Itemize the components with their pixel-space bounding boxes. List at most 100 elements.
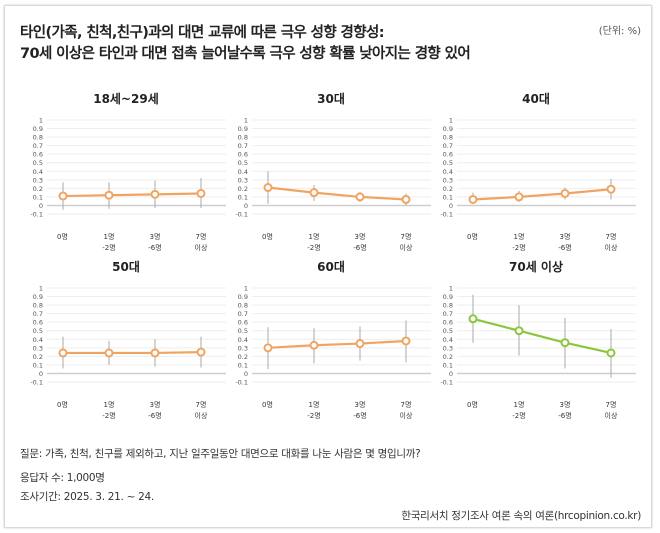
x-tick-label: 이상 [400, 411, 413, 420]
title-line-2: 70세 이상은 타인과 대면 접촉 늘어날수록 극우 성향 확률 낮아지는 경향… [20, 46, 471, 62]
x-tick-label: 7명 [401, 232, 412, 241]
y-tick-label: 0.6 [443, 151, 453, 159]
chart-panel: 30대 1 0.9 0.8 0.7 0.6 0.5 0.4 0.3 0.2 0.1 0 -0.1 0명 1명… [226, 87, 436, 257]
x-tick-label: -2명 [307, 411, 320, 420]
y-tick-label: 0.8 [33, 302, 43, 310]
y-tick-label: 0.6 [238, 151, 248, 159]
x-tick-label: 0명 [262, 232, 273, 241]
respondents-note: 응답자 수: 1,000명 [20, 472, 105, 484]
x-tick-label: 3명 [355, 232, 366, 241]
title-line-1: 타인(가족, 친척,친구)과의 대면 교류에 따른 극우 성향 경향성: [20, 25, 385, 41]
y-tick-label: 0.8 [443, 302, 453, 310]
y-tick-label: -0.1 [440, 379, 453, 387]
data-point [514, 192, 524, 202]
chart-svg: 30대 10.90.80.70.60.50.40.30.20.10-0.1 0명 1명… [235, 92, 431, 252]
x-tick-label: 7명 [606, 232, 617, 241]
y-tick-label: 0.7 [238, 142, 248, 150]
y-tick-label: 0.9 [238, 293, 248, 301]
y-tick-label: 0 [39, 370, 43, 378]
y-tick-label: 0.7 [443, 310, 453, 318]
x-tick-label: 0명 [57, 400, 68, 409]
y-tick-label: 0.9 [33, 125, 43, 133]
x-tick-label: -2명 [512, 243, 525, 252]
y-tick-label: 0 [449, 370, 453, 378]
x-tick-label: 7명 [196, 232, 207, 241]
y-tick-label: 0.4 [238, 336, 248, 344]
chart-panel: 40대 1 0.9 0.8 0.7 0.6 0.5 0.4 0.3 0.2 0.1 0 -0.1 0명 1명… [431, 87, 641, 257]
x-tick-label: 이상 [195, 411, 208, 420]
y-tick-label: 0.9 [238, 125, 248, 133]
x-tick-label: 이상 [605, 243, 618, 252]
y-tick-label: 0.1 [238, 361, 248, 369]
x-tick-label: -6명 [353, 411, 366, 420]
x-tick-label: 0명 [262, 400, 273, 409]
y-tick-label: 0.2 [33, 185, 43, 193]
data-point [263, 183, 273, 193]
x-tick-label: 1명 [514, 232, 525, 241]
x-tick-label: 0명 [57, 232, 68, 241]
y-tick-label: 0.4 [443, 336, 453, 344]
x-tick-label: 이상 [195, 243, 208, 252]
data-point [468, 194, 478, 204]
chart-panel: 60대 1 0.9 0.8 0.7 0.6 0.5 0.4 0.3 0.2 0.1 0 -0.1 0명 1명… [226, 255, 436, 425]
panel-title: 70세 이상 [509, 259, 563, 274]
y-tick-label: 0.2 [238, 353, 248, 361]
y-tick-label: 0.5 [443, 327, 453, 335]
panel-title: 40대 [522, 92, 550, 106]
y-tick-label: -0.1 [30, 211, 43, 219]
data-point [150, 189, 160, 199]
series-line [62, 192, 202, 198]
y-tick-label: 0.4 [443, 168, 453, 176]
y-tick-label: 0.2 [238, 185, 248, 193]
x-tick-label: 이상 [605, 411, 618, 420]
x-tick-label: -2명 [102, 243, 115, 252]
data-point [309, 188, 319, 198]
x-tick-label: 3명 [560, 232, 571, 241]
y-tick-label: 1 [449, 117, 453, 125]
y-tick-label: 0.2 [33, 353, 43, 361]
data-point [468, 314, 478, 324]
data-point [606, 184, 616, 194]
data-point [196, 347, 206, 357]
y-tick-label: 1 [39, 117, 43, 125]
y-tick-label: 0.4 [33, 168, 43, 176]
data-point [401, 336, 411, 346]
y-tick-label: 0.8 [33, 134, 43, 142]
x-tick-label: 1명 [309, 232, 320, 241]
data-point [104, 190, 114, 200]
series-line [63, 350, 202, 355]
chart-panel: 18세~29세 1 0.9 0.8 0.7 0.6 0.5 0.4 0.3 0.2 0.1 0 -0.1… [21, 87, 231, 257]
y-tick-label: 0.7 [33, 310, 43, 318]
question-note: 질문: 가족, 친척, 친구를 제외하고, 지난 일주일동안 대면으로 대화를 … [20, 448, 421, 460]
y-tick-label: 0.4 [33, 336, 43, 344]
source-note: 한국리서치 정기조사 여론 속의 여론(hrcopinion.co.kr) [401, 510, 641, 522]
data-point [58, 348, 68, 358]
panel-title: 50대 [112, 260, 140, 274]
y-tick-label: 0.3 [443, 176, 453, 184]
x-tick-label: 3명 [150, 400, 161, 409]
y-tick-label: -0.1 [235, 211, 248, 219]
period-note: 조사기간: 2025. 3. 21. ~ 24. [20, 491, 154, 503]
x-tick-label: 1명 [514, 400, 525, 409]
page-title: 타인(가족, 친척,친구)과의 대면 교류에 따른 극우 성향 경향성: 70세… [20, 23, 471, 65]
y-tick-label: -0.1 [440, 211, 453, 219]
x-tick-label: 0명 [467, 232, 478, 241]
x-tick-label: 7명 [401, 400, 412, 409]
y-tick-label: 0.3 [238, 176, 248, 184]
x-tick-label: 7명 [606, 400, 617, 409]
x-tick-label: 7명 [196, 400, 207, 409]
data-point [150, 348, 160, 358]
chart-svg: 50대 10.90.80.70.60.50.40.30.20.10-0.1 0명 1명… [30, 260, 226, 420]
data-point [196, 188, 206, 198]
y-tick-label: -0.1 [235, 379, 248, 387]
x-tick-label: 1명 [104, 232, 115, 241]
y-tick-label: 0.3 [33, 344, 43, 352]
data-point [309, 340, 319, 350]
chart-panel: 70세 이상 1 0.9 0.8 0.7 0.6 0.5 0.4 0.3 0.2 0.1 0 -0.1 0… [431, 255, 641, 425]
x-tick-label: -6명 [558, 411, 571, 420]
chart-panel: 50대 1 0.9 0.8 0.7 0.6 0.5 0.4 0.3 0.2 0.1 0 -0.1 0명 1명… [21, 255, 231, 425]
y-tick-label: 0.1 [33, 361, 43, 369]
y-tick-label: 0.9 [443, 125, 453, 133]
x-tick-label: -6명 [558, 243, 571, 252]
y-tick-label: 0.8 [238, 302, 248, 310]
